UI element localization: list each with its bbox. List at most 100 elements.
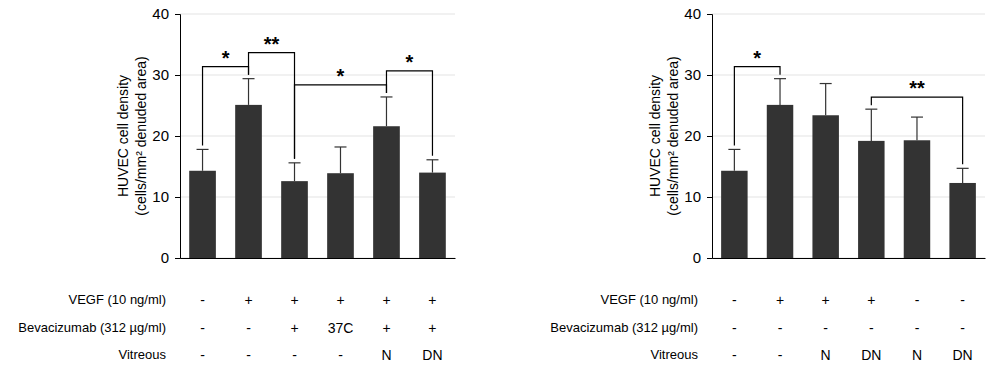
cell: - — [778, 320, 783, 336]
bar — [949, 183, 975, 258]
cell: + — [382, 320, 390, 336]
error-stem — [340, 147, 341, 173]
grid-line — [712, 136, 985, 137]
tick-mark — [175, 197, 180, 198]
cell: DN — [422, 347, 442, 363]
cell: - — [732, 347, 737, 363]
error-bar — [197, 149, 209, 170]
row-label: Vitreous — [119, 347, 167, 362]
bar — [419, 173, 446, 258]
tick-label: 30 — [684, 66, 701, 83]
error-stem — [202, 149, 203, 170]
tick-mark — [707, 14, 712, 15]
error-cap — [289, 162, 301, 163]
significance-label: * — [222, 47, 230, 69]
tick-mark — [175, 258, 180, 259]
x-axis — [181, 258, 456, 260]
grid-line — [180, 75, 455, 76]
error-cap — [957, 168, 969, 169]
tick-label: 40 — [684, 5, 701, 22]
tick: 40 — [684, 5, 712, 22]
error-bar — [865, 109, 877, 141]
error-stem — [248, 79, 249, 105]
tick-label: 0 — [693, 249, 701, 266]
error-bar — [243, 79, 255, 105]
grid-line — [180, 14, 455, 15]
tick-label: 10 — [684, 188, 701, 205]
tick-mark — [707, 136, 712, 137]
cell: - — [200, 320, 205, 336]
bracket — [295, 85, 387, 159]
cell: - — [246, 320, 251, 336]
cell: + — [822, 292, 830, 308]
tick: 30 — [152, 66, 180, 83]
cell: + — [428, 320, 436, 336]
grid-line — [180, 136, 455, 137]
cell: - — [915, 292, 920, 308]
tick: 0 — [693, 249, 712, 266]
significance: ***** — [203, 33, 433, 159]
error-bar — [957, 168, 969, 183]
tick-label: 20 — [684, 127, 701, 144]
error-bar — [774, 79, 786, 105]
cell: - — [915, 320, 920, 336]
tick-label: 0 — [161, 249, 169, 266]
axis-title: HUVEC cell density — [115, 75, 131, 197]
error-stem — [871, 109, 872, 141]
bar — [373, 126, 400, 258]
error-bar — [820, 84, 832, 116]
bar — [721, 171, 747, 258]
row-label: VEGF (10 ng/ml) — [68, 292, 166, 307]
bar — [904, 140, 930, 258]
bracket — [734, 67, 780, 146]
error-cap — [334, 146, 346, 147]
error-cap — [426, 159, 438, 160]
row-label: Bevacizumab (312 µg/ml) — [18, 320, 166, 335]
cell: + — [290, 292, 298, 308]
cell: + — [290, 320, 298, 336]
bracket — [871, 97, 962, 164]
error-bar — [426, 160, 438, 173]
tick-mark — [707, 258, 712, 259]
plot-area — [721, 79, 976, 258]
cell: - — [960, 292, 965, 308]
cell: + — [336, 292, 344, 308]
cell: - — [869, 320, 874, 336]
bar — [189, 171, 216, 258]
panel: 010203040HUVEC cell density(cells/mm² de… — [18, 5, 455, 362]
error-bar — [911, 117, 923, 140]
bar — [812, 115, 838, 258]
row-label: Vitreous — [651, 347, 699, 362]
error-cap — [380, 96, 392, 97]
cell: - — [732, 320, 737, 336]
error-cap — [911, 116, 923, 117]
cell: N — [381, 347, 391, 363]
cell: + — [244, 292, 252, 308]
tick-mark — [175, 14, 180, 15]
cell: - — [292, 347, 297, 363]
tick-mark — [175, 75, 180, 76]
tick: 10 — [684, 188, 712, 205]
tick: 0 — [161, 249, 180, 266]
grid-line — [712, 14, 985, 15]
bracket — [203, 67, 249, 146]
significance-label: ** — [264, 33, 280, 55]
error-bar — [334, 147, 346, 173]
tick: 20 — [684, 127, 712, 144]
panel: 0 10 20 30 40 HUVEC cell density(cells/mm² de… — [550, 5, 985, 362]
y-axis: 010203040 — [152, 5, 180, 266]
error-bar — [728, 149, 740, 170]
axis-title: (cells/mm² denuded area) — [665, 56, 681, 216]
axis-title: HUVEC cell density — [647, 75, 663, 197]
significance-label: * — [337, 65, 345, 87]
grid — [180, 14, 455, 258]
error-bar — [380, 97, 392, 126]
bar — [327, 173, 354, 258]
axis-line — [181, 258, 456, 259]
y-axis: 0 10 20 30 40 — [684, 5, 712, 266]
bar — [767, 105, 793, 258]
row-label: Bevacizumab (312 µg/ml) — [550, 320, 698, 335]
cell: - — [200, 292, 205, 308]
cell: N — [912, 347, 922, 363]
error-cap — [820, 83, 832, 84]
